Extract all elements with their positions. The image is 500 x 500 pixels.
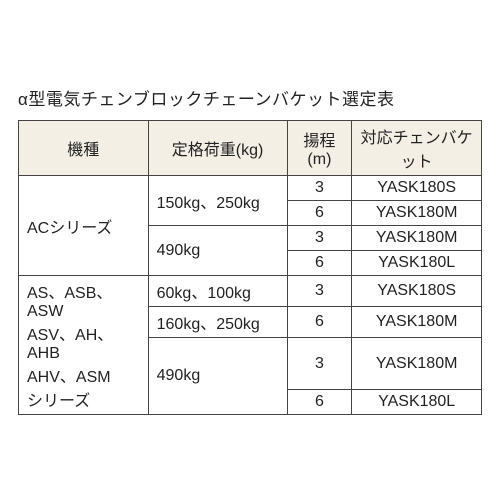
cell-bucket: YASK180L [352,390,482,415]
cell-load: 160kg、250kg [148,307,287,338]
cell-bucket: YASK180S [352,176,482,201]
cell-lift: 3 [287,338,352,390]
cell-lift: 3 [287,226,352,251]
table-title: α型電気チェンブロックチェーンバケット選定表 [18,85,482,110]
cell-load: 490kg [148,338,287,415]
cell-lift: 6 [287,307,352,338]
header-lift: 揚程(m) [287,121,352,176]
cell-bucket: YASK180M [352,338,482,390]
cell-load: 60kg、100kg [148,276,287,307]
cell-load: 490kg [148,226,287,276]
header-row: 機種 定格荷重(kg) 揚程(m) 対応チェンバケット [19,121,482,176]
cell-model: AS、ASB、ASW ASV、AH、AHB AHV、ASM シリーズ [19,276,149,415]
cell-lift: 6 [287,390,352,415]
selection-table: 機種 定格荷重(kg) 揚程(m) 対応チェンバケット ACシリーズ 150kg… [18,120,482,415]
model-line: シリーズ [27,387,142,411]
cell-model: ACシリーズ [19,176,149,276]
model-line: AHV、ASM [27,363,142,387]
cell-bucket: YASK180M [352,226,482,251]
header-model: 機種 [19,121,149,176]
cell-lift: 6 [287,201,352,226]
model-line: ASV、AH、AHB [27,321,142,363]
header-load: 定格荷重(kg) [148,121,287,176]
cell-bucket: YASK180L [352,251,482,276]
table-row: AS、ASB、ASW ASV、AH、AHB AHV、ASM シリーズ 60kg、… [19,276,482,307]
cell-lift: 3 [287,276,352,307]
header-bucket: 対応チェンバケット [352,121,482,176]
cell-bucket: YASK180M [352,307,482,338]
cell-lift: 6 [287,251,352,276]
cell-bucket: YASK180S [352,276,482,307]
cell-bucket: YASK180M [352,201,482,226]
model-line: AS、ASB、ASW [27,279,142,321]
cell-lift: 3 [287,176,352,201]
cell-load: 150kg、250kg [148,176,287,226]
table-container: α型電気チェンブロックチェーンバケット選定表 機種 定格荷重(kg) 揚程(m)… [0,85,500,415]
table-row: ACシリーズ 150kg、250kg 3 YASK180S [19,176,482,201]
